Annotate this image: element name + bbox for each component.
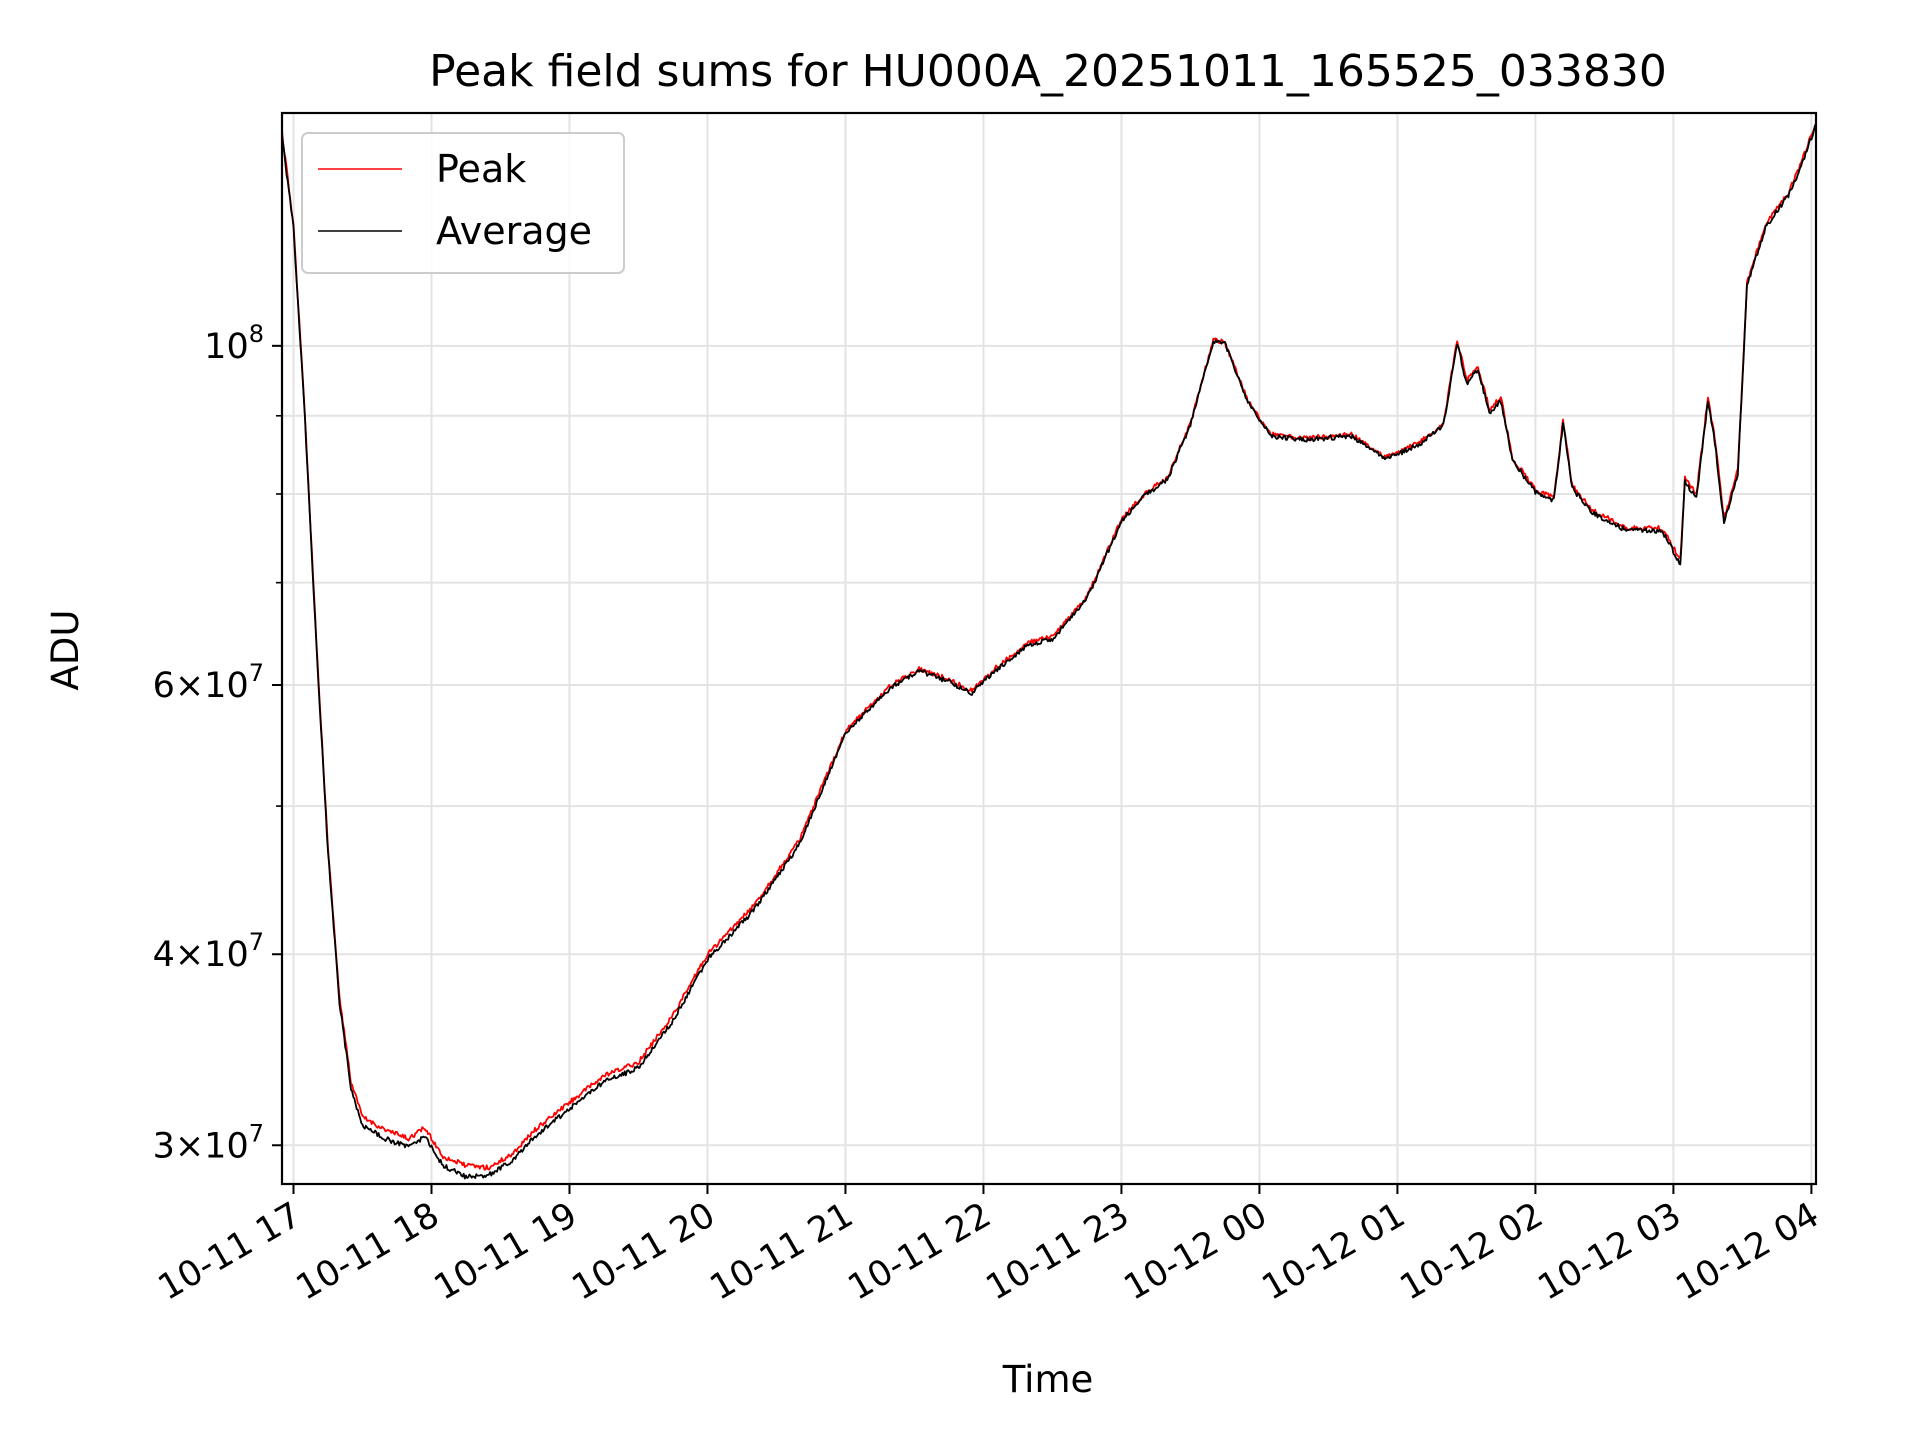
chart-title: Peak field sums for HU000A_20251011_1655… — [429, 46, 1667, 97]
y-axis: 3×107 4×107 6×107 108 — [153, 320, 282, 1166]
y-axis-title: ADU — [44, 610, 87, 691]
legend: Peak Average — [301, 132, 625, 274]
grid — [282, 113, 1816, 1184]
x-axis-title: Time — [1002, 1358, 1094, 1401]
y-tick-label: 6×107 — [153, 659, 264, 706]
y-tick-label: 108 — [204, 320, 264, 367]
series-layer — [281, 122, 1817, 1180]
y-tick-label: 4×107 — [153, 928, 264, 975]
legend-label-average: Average — [436, 209, 592, 253]
y-tick-label: 3×107 — [153, 1119, 264, 1166]
legend-box — [301, 132, 625, 274]
plot-frame — [280, 111, 1818, 1186]
legend-label-peak: Peak — [436, 147, 526, 191]
series-line-average — [281, 124, 1817, 1180]
